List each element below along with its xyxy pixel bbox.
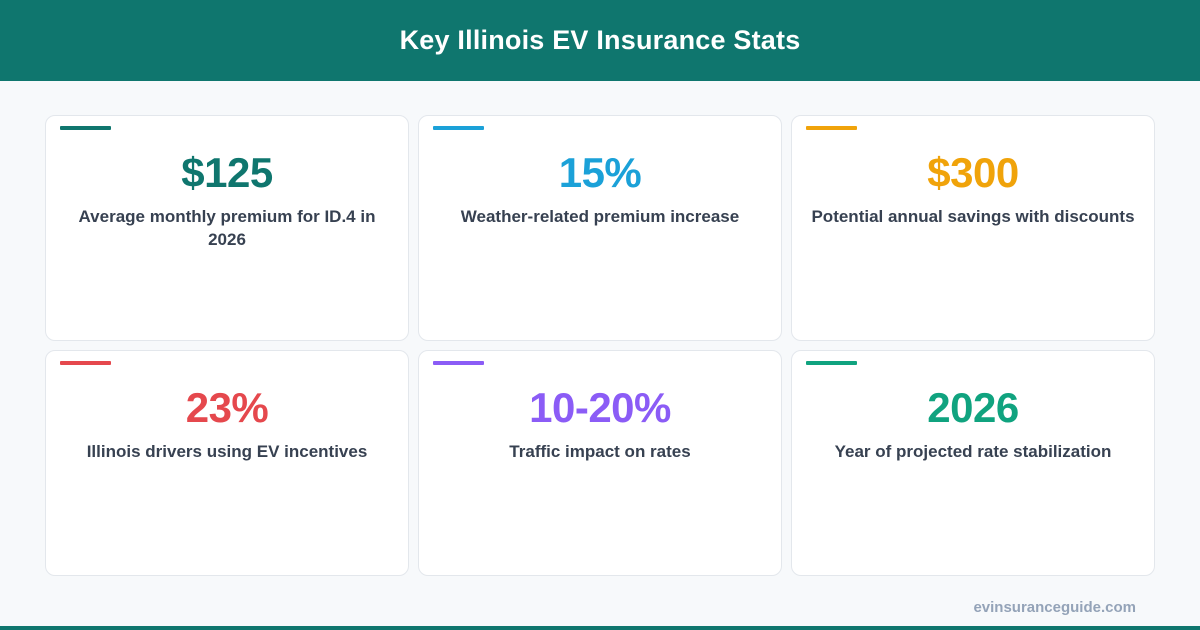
stat-value: 23% [185, 384, 269, 431]
stat-label: Potential annual savings with discounts [811, 207, 1135, 226]
stats-grid: $125 Average monthly premium for ID.4 in… [45, 115, 1155, 576]
stat-card-monthly-premium: $125 Average monthly premium for ID.4 in… [45, 115, 409, 341]
card-accent-bar [806, 126, 857, 130]
stat-label: Illinois drivers using EV incentives [86, 442, 368, 461]
stat-value: $125 [181, 149, 273, 196]
stat-card-traffic-impact: 10-20% Traffic impact on rates [418, 350, 782, 576]
card-accent-bar [806, 361, 857, 365]
card-accent-bar [433, 361, 484, 365]
stat-value: 2026 [927, 384, 1019, 431]
stat-card-ev-incentives: 23% Illinois drivers using EV incentives [45, 350, 409, 576]
stat-label: Traffic impact on rates [509, 442, 691, 461]
stat-card-annual-savings: $300 Potential annual savings with disco… [791, 115, 1155, 341]
page-title: Key Illinois EV Insurance Stats [399, 25, 801, 55]
header-banner: Key Illinois EV Insurance Stats [0, 0, 1200, 81]
stat-value: $300 [927, 149, 1019, 196]
card-accent-bar [433, 126, 484, 130]
site-url: evinsuranceguide.com [973, 599, 1136, 616]
stat-value: 10-20% [529, 384, 671, 431]
bottom-accent-bar [0, 626, 1200, 630]
stat-label: Average monthly premium for ID.4 in 2026 [78, 207, 376, 249]
card-accent-bar [60, 361, 111, 365]
stat-card-rate-stabilization: 2026 Year of projected rate stabilizatio… [791, 350, 1155, 576]
stat-card-weather-increase: 15% Weather-related premium increase [418, 115, 782, 341]
stat-label: Weather-related premium increase [460, 207, 740, 226]
stat-label: Year of projected rate stabilization [834, 442, 1112, 461]
stat-value: 15% [558, 149, 642, 196]
card-accent-bar [60, 126, 111, 130]
